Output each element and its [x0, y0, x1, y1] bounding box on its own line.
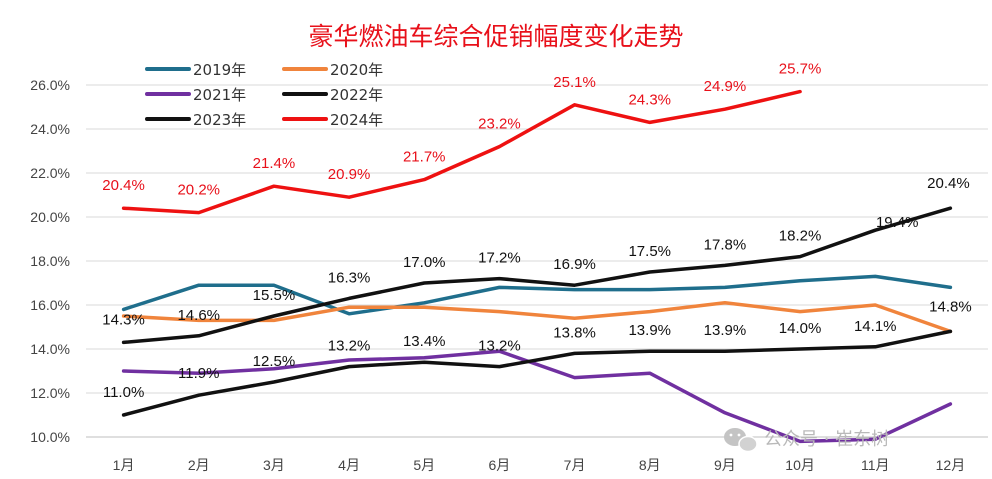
- data-label: 15.5%: [253, 287, 296, 304]
- x-tick-label: 5月: [413, 457, 435, 473]
- data-label: 16.3%: [328, 269, 371, 286]
- wechat-icon: [724, 428, 758, 453]
- data-label: 14.8%: [929, 298, 972, 315]
- data-label: 21.4%: [253, 155, 296, 172]
- data-label: 16.9%: [553, 256, 596, 273]
- y-axis: 10.0% 12.0% 14.0% 16.0% 18.0% 20.0% 22.0% 24.0%…: [30, 77, 70, 445]
- data-label: 17.8%: [704, 236, 747, 253]
- data-label: 13.2%: [328, 338, 371, 355]
- y-tick-label: 12.0%: [30, 385, 70, 401]
- x-tick-label: 2月: [188, 457, 210, 473]
- data-label: 18.2%: [779, 228, 822, 245]
- data-label: 13.9%: [628, 322, 671, 339]
- x-tick-label: 8月: [639, 457, 661, 473]
- series-line-2023年: [121, 329, 953, 417]
- legend-label: 2021年: [193, 86, 246, 104]
- legend-label: 2022年: [330, 86, 383, 104]
- data-label: 25.7%: [779, 61, 822, 78]
- data-label: 20.4%: [102, 177, 145, 194]
- data-labels: 11.9% 14.3% 14.6% 15.5% 16.3% 17.0% 17.2% 16.9%…: [102, 61, 971, 401]
- legend-label: 2020年: [330, 61, 383, 79]
- x-tick-label: 4月: [338, 457, 360, 473]
- legend-label: 2024年: [330, 111, 383, 129]
- legend-label: 2023年: [193, 111, 246, 129]
- y-tick-label: 24.0%: [30, 121, 70, 137]
- data-label: 23.2%: [478, 116, 521, 133]
- y-tick-label: 20.0%: [30, 209, 70, 225]
- y-tick-label: 18.0%: [30, 253, 70, 269]
- data-label: 14.0%: [779, 320, 822, 337]
- series-line-2022年: [121, 206, 953, 345]
- y-tick-label: 22.0%: [30, 165, 70, 181]
- x-tick-label: 6月: [489, 457, 511, 473]
- data-label: 11.0%: [103, 384, 144, 401]
- series-lines: [121, 89, 953, 444]
- data-label: 20.2%: [177, 182, 220, 199]
- data-label: 17.5%: [628, 243, 671, 260]
- data-label: 24.9%: [704, 78, 747, 95]
- x-tick-label: 3月: [263, 457, 285, 473]
- legend: 2019年 2020年 2021年 2022年 2023年 2024年: [145, 61, 383, 129]
- series-line-2024年: [121, 89, 802, 215]
- x-tick-label: 12月: [936, 457, 966, 473]
- data-label: 13.4%: [403, 333, 446, 350]
- y-tick-label: 14.0%: [30, 341, 70, 357]
- x-tick-label: 11月: [861, 457, 890, 473]
- data-label: 21.7%: [403, 149, 446, 166]
- data-label: 14.6%: [177, 307, 220, 324]
- data-label: 25.1%: [553, 74, 596, 91]
- data-label: 11.9%: [178, 365, 219, 382]
- data-label: 17.0%: [403, 254, 446, 271]
- y-tick-label: 16.0%: [30, 297, 70, 313]
- gridlines: [86, 84, 988, 438]
- watermark: 公众号 · 崔东树: [724, 428, 889, 453]
- data-label: 20.4%: [927, 175, 970, 192]
- watermark-text: 公众号 · 崔东树: [764, 429, 889, 450]
- data-label: 19.4%: [876, 214, 919, 231]
- x-tick-label: 1月: [113, 457, 135, 473]
- legend-label: 2019年: [193, 61, 246, 79]
- data-label: 17.2%: [478, 250, 521, 267]
- series-line-2019年: [121, 274, 953, 316]
- data-label: 13.9%: [704, 322, 747, 339]
- x-tick-label: 7月: [564, 457, 586, 473]
- y-tick-label: 26.0%: [30, 77, 70, 93]
- data-label: 13.2%: [478, 338, 521, 355]
- x-axis: 1月 2月 3月 4月 5月 6月 7月 8月 9月 10月 11月 12月: [113, 457, 966, 473]
- x-tick-label: 10月: [785, 457, 815, 473]
- chart-title: 豪华燃油车综合促销幅度变化走势: [308, 22, 683, 51]
- data-label: 13.8%: [553, 324, 596, 341]
- y-tick-label: 10.0%: [30, 429, 70, 445]
- data-label: 14.3%: [102, 311, 145, 328]
- data-label: 14.1%: [854, 318, 897, 335]
- data-label: 12.5%: [253, 353, 296, 370]
- data-label: 24.3%: [628, 91, 671, 108]
- x-tick-label: 9月: [714, 457, 736, 473]
- data-label: 20.9%: [328, 166, 371, 183]
- series-line-2021年: [121, 349, 953, 444]
